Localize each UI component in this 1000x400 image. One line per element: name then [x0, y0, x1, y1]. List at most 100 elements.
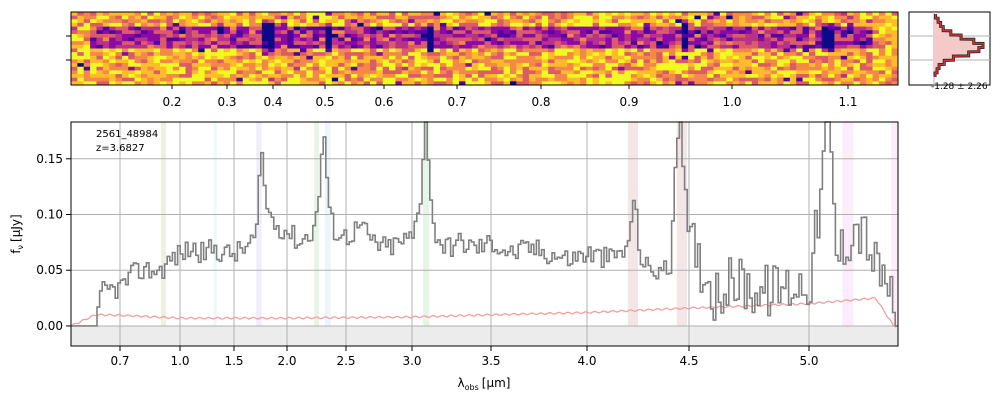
heatmap-cell	[446, 22, 454, 27]
heatmap-cell	[891, 77, 899, 82]
heatmap-cell	[700, 59, 708, 64]
heatmap-cell	[210, 55, 218, 60]
heatmap-cell	[560, 12, 568, 17]
heatmap-cell	[401, 44, 409, 49]
heatmap-cell	[77, 77, 85, 82]
heatmap-cell	[96, 22, 104, 27]
heatmap-cell	[115, 63, 123, 68]
heatmap-cell	[777, 30, 784, 35]
heatmap-cell	[573, 63, 581, 68]
heatmap-cell	[732, 74, 740, 79]
heatmap-cell	[261, 74, 269, 79]
heatmap-cell	[637, 70, 644, 75]
heatmap-cell	[338, 15, 345, 20]
heatmap-cell	[433, 37, 441, 42]
heatmap-cell	[624, 52, 632, 57]
heatmap-cell	[280, 44, 288, 49]
heatmap-cell	[503, 74, 511, 79]
heatmap-cell	[83, 70, 91, 75]
heatmap-cell	[83, 66, 91, 71]
heatmap-cell	[312, 63, 320, 68]
heatmap-cell	[465, 48, 473, 53]
heatmap-cell	[490, 37, 498, 42]
heatmap-cell	[490, 22, 498, 27]
heatmap-cell	[287, 19, 295, 24]
heatmap-cell	[554, 37, 562, 42]
heatmap-cell	[719, 81, 727, 86]
heatmap-cell	[503, 30, 511, 35]
heatmap-cell	[153, 44, 161, 49]
heatmap-cell	[821, 52, 829, 57]
heatmap-cell	[471, 63, 479, 68]
heatmap-cell	[446, 26, 454, 31]
heatmap-cell	[624, 74, 632, 79]
heatmap-cell	[605, 52, 613, 57]
heatmap-cell	[700, 63, 708, 68]
heatmap-cell	[71, 48, 78, 53]
heatmap-cell	[96, 74, 104, 79]
heatmap-cell	[700, 66, 708, 71]
heatmap-cell	[802, 44, 810, 49]
heatmap-cell	[599, 15, 606, 20]
heatmap-cell	[624, 70, 632, 75]
heatmap-cell	[821, 15, 829, 20]
heatmap-cell	[109, 70, 116, 75]
heatmap-cell	[872, 77, 880, 82]
heatmap-cell	[128, 22, 136, 27]
heatmap-cell	[726, 22, 733, 27]
heatmap-cell	[204, 55, 212, 60]
heatmap-cell	[751, 15, 759, 20]
heatmap-cell	[312, 48, 320, 53]
heatmap-cell	[395, 15, 403, 20]
heatmap-cell	[605, 55, 613, 60]
heatmap-cell	[147, 33, 155, 38]
heatmap-cell	[605, 15, 613, 20]
heatmap-cell	[637, 48, 644, 53]
heatmap-cell	[649, 44, 657, 49]
heatmap-cell	[433, 59, 441, 64]
heatmap-cell	[872, 48, 880, 53]
heatmap-cell	[694, 81, 702, 86]
heatmap-cell	[153, 55, 161, 60]
heatmap-cell	[484, 15, 492, 20]
heatmap-cell	[484, 81, 492, 86]
heatmap-cell	[121, 30, 129, 35]
heatmap-cell	[548, 77, 555, 82]
heatmap-cell	[166, 52, 174, 57]
heatmap-cell	[459, 55, 466, 60]
heatmap-cell	[433, 66, 441, 71]
heatmap-cell	[675, 48, 683, 53]
heatmap-cell	[293, 77, 301, 82]
heatmap-cell	[433, 77, 441, 82]
heatmap-cell	[764, 19, 772, 24]
heatmap-cell	[885, 41, 893, 46]
heatmap-cell	[369, 22, 377, 27]
heatmap-cell	[554, 41, 562, 46]
heatmap-cell	[586, 81, 594, 86]
heatmap-cell	[605, 22, 613, 27]
heatmap-cell	[255, 33, 263, 38]
heatmap-cell	[630, 63, 638, 68]
heatmap-cell	[808, 22, 816, 27]
heatmap-cell	[840, 30, 848, 35]
heatmap-cell	[770, 77, 778, 82]
heatmap-cell	[395, 55, 403, 60]
heatmap-cell	[815, 74, 823, 79]
heatmap-cell	[503, 59, 511, 64]
heatmap-cell	[153, 30, 161, 35]
heatmap-cell	[783, 15, 791, 20]
heatmap-cell	[115, 52, 123, 57]
heatmap-cell	[738, 48, 746, 53]
heatmap-cell	[121, 48, 129, 53]
heatmap-cell	[77, 22, 85, 27]
heatmap-cell	[484, 63, 492, 68]
heatmap-cell	[834, 22, 842, 27]
heatmap-cell	[503, 63, 511, 68]
heatmap-cell	[764, 41, 772, 46]
heatmap-cell	[668, 59, 676, 64]
y-tick-label: 0.05	[36, 263, 63, 277]
heatmap-cell	[83, 44, 91, 49]
heatmap-cell	[891, 55, 899, 60]
heatmap-cell	[719, 66, 727, 71]
